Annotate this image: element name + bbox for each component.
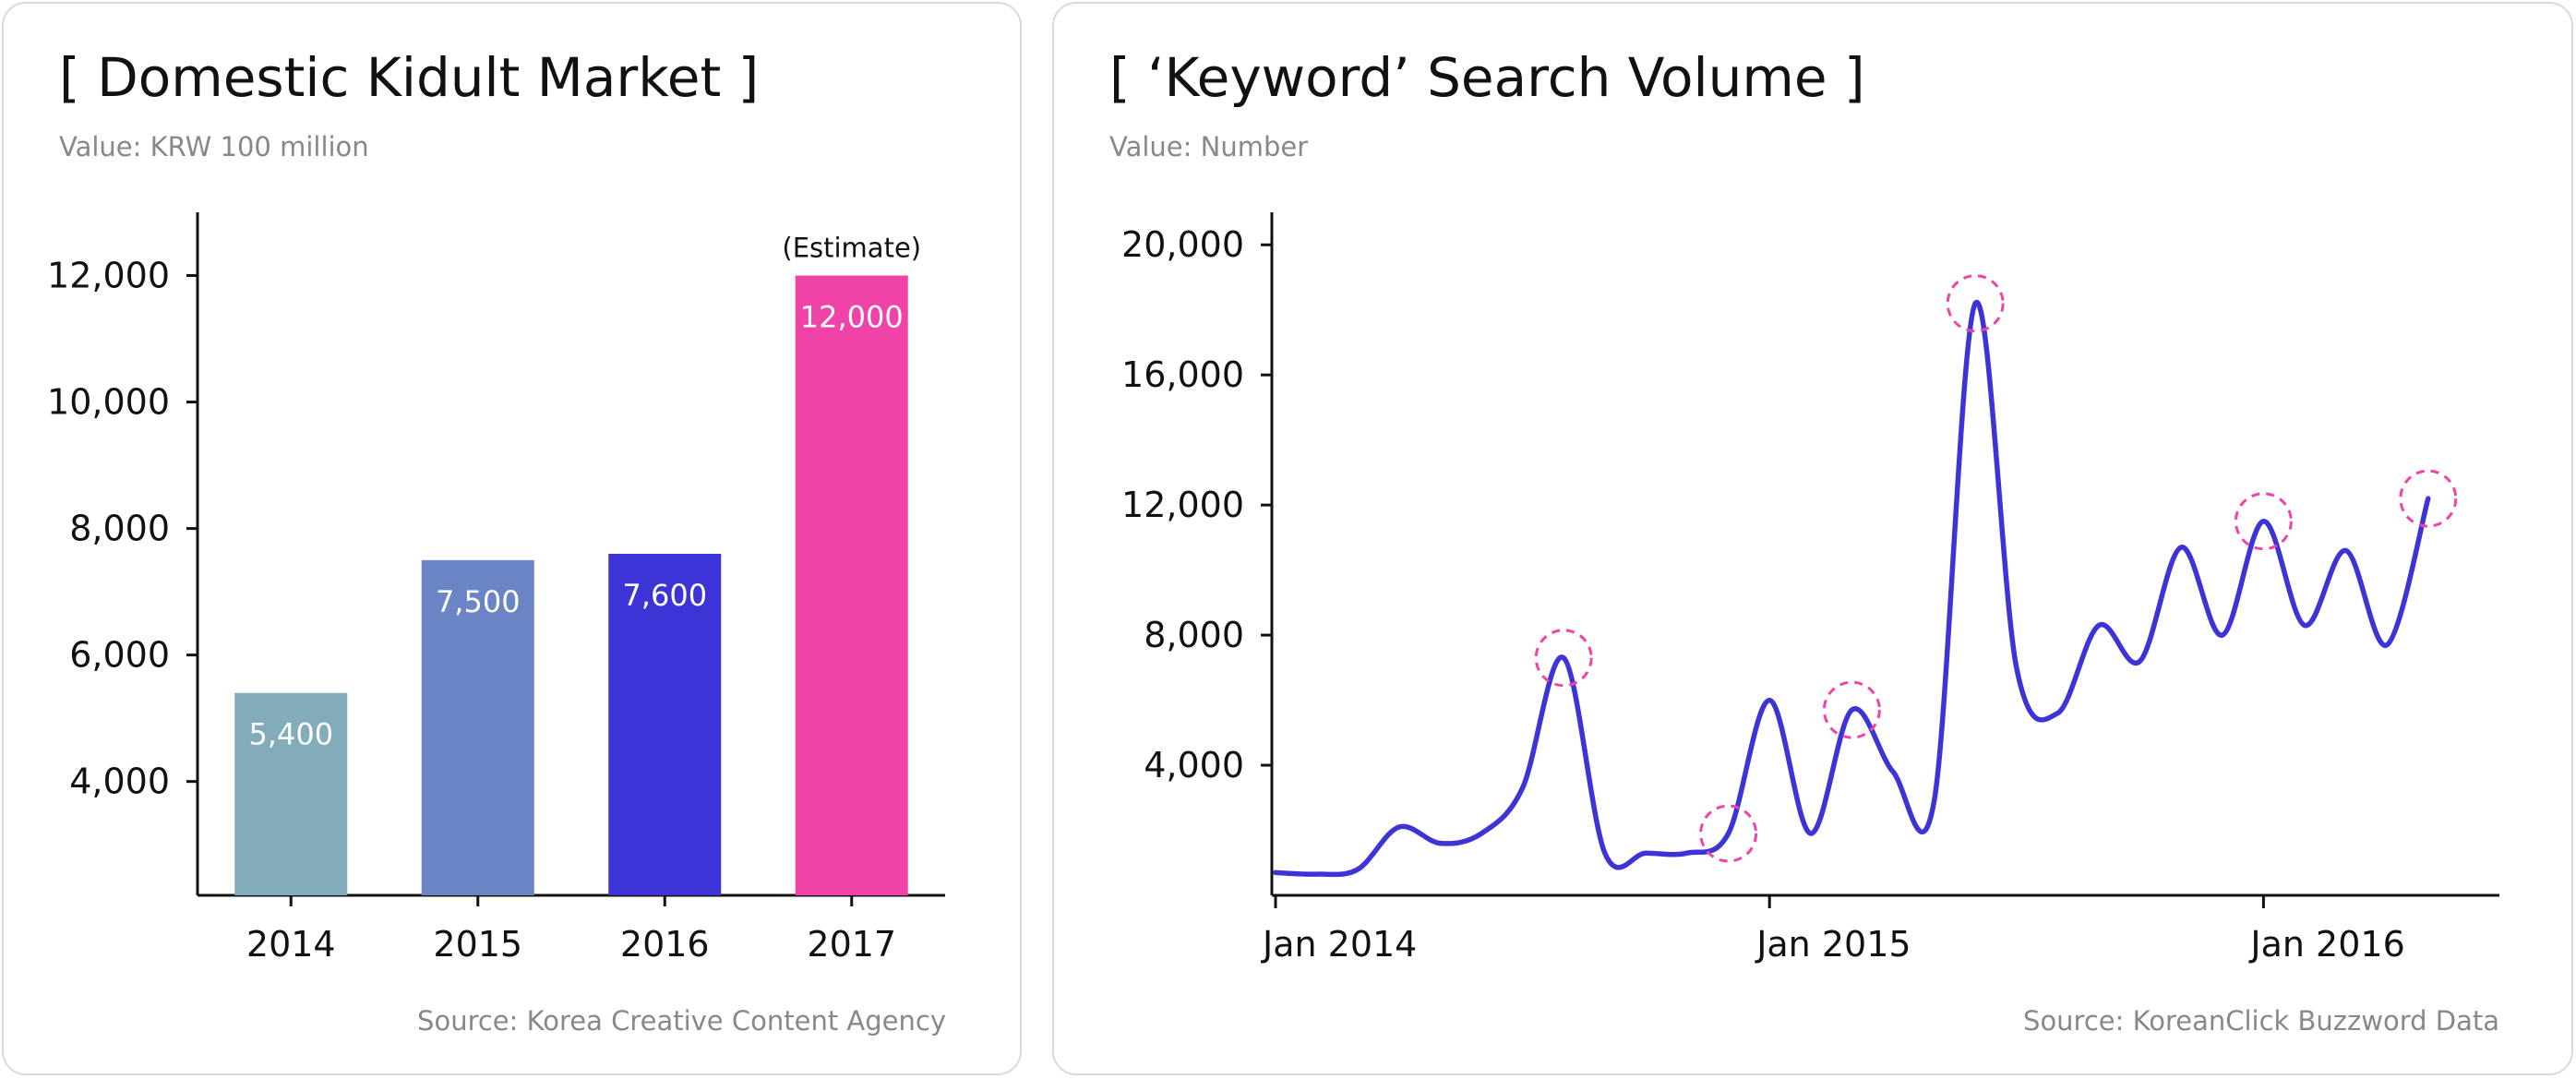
estimate-annotation: (Estimate) <box>782 233 921 264</box>
kidult-market-panel: [ Domestic Kidult Market ] Value: KRW 10… <box>2 2 1022 1075</box>
search-volume-line <box>1273 299 2431 878</box>
y-tick-label: 6,000 <box>69 635 170 676</box>
x-tick-label: 2014 <box>246 924 336 965</box>
bar <box>795 275 908 895</box>
chart-title: [ ‘Keyword’ Search Volume ] <box>1109 46 1865 109</box>
peak-highlight-circle <box>1699 804 1758 863</box>
bar-value-label: 12,000 <box>800 300 904 335</box>
x-tick-label: Jan 2014 <box>1261 924 1417 965</box>
bar <box>234 692 348 895</box>
x-tick-label: 2016 <box>620 924 710 965</box>
peak-highlight-circle <box>2234 492 2293 551</box>
bar-value-label: 7,500 <box>436 584 521 619</box>
chart-source: Source: Korea Creative Content Agency <box>417 1005 946 1037</box>
bar <box>608 554 722 895</box>
y-tick-label: 12,000 <box>1121 485 1244 525</box>
line-chart: 4,000 8,000 12,000 16,000 20,000 Jan 2014 Jan … <box>1121 212 2499 965</box>
x-tick-label: 2017 <box>807 924 896 965</box>
bar-chart: 4,000 6,000 8,000 10,000 12,000 2014 5,400 2015… <box>47 212 945 965</box>
x-tick-label: Jan 2016 <box>2248 924 2404 965</box>
peak-highlight-circle <box>1946 274 2005 333</box>
search-volume-panel: [ ‘Keyword’ Search Volume ] Value: Numbe… <box>1052 2 2573 1075</box>
chart-subtitle: Value: KRW 100 million <box>59 131 369 162</box>
y-tick-label: 4,000 <box>69 761 170 802</box>
peak-highlight-circle <box>1822 680 1881 739</box>
peak-highlight-circle <box>1534 629 1593 688</box>
bar <box>421 559 534 895</box>
chart-source: Source: KoreanClick Buzzword Data <box>2023 1005 2499 1037</box>
y-tick-label: 4,000 <box>1144 745 1244 785</box>
peak-highlight-circle <box>2399 469 2458 528</box>
y-tick-label: 20,000 <box>1121 224 1244 265</box>
x-tick-label: 2015 <box>433 924 522 965</box>
y-tick-label: 16,000 <box>1121 354 1244 395</box>
y-tick-label: 12,000 <box>47 256 170 296</box>
chart-subtitle: Value: Number <box>1109 131 1309 162</box>
y-tick-label: 8,000 <box>69 509 170 549</box>
bar-value-label: 5,400 <box>248 717 333 752</box>
y-tick-label: 10,000 <box>47 382 170 423</box>
x-tick-label: Jan 2015 <box>1755 924 1911 965</box>
chart-title: [ Domestic Kidult Market ] <box>59 46 760 109</box>
y-tick-label: 8,000 <box>1144 615 1244 655</box>
bar-value-label: 7,600 <box>622 578 707 613</box>
